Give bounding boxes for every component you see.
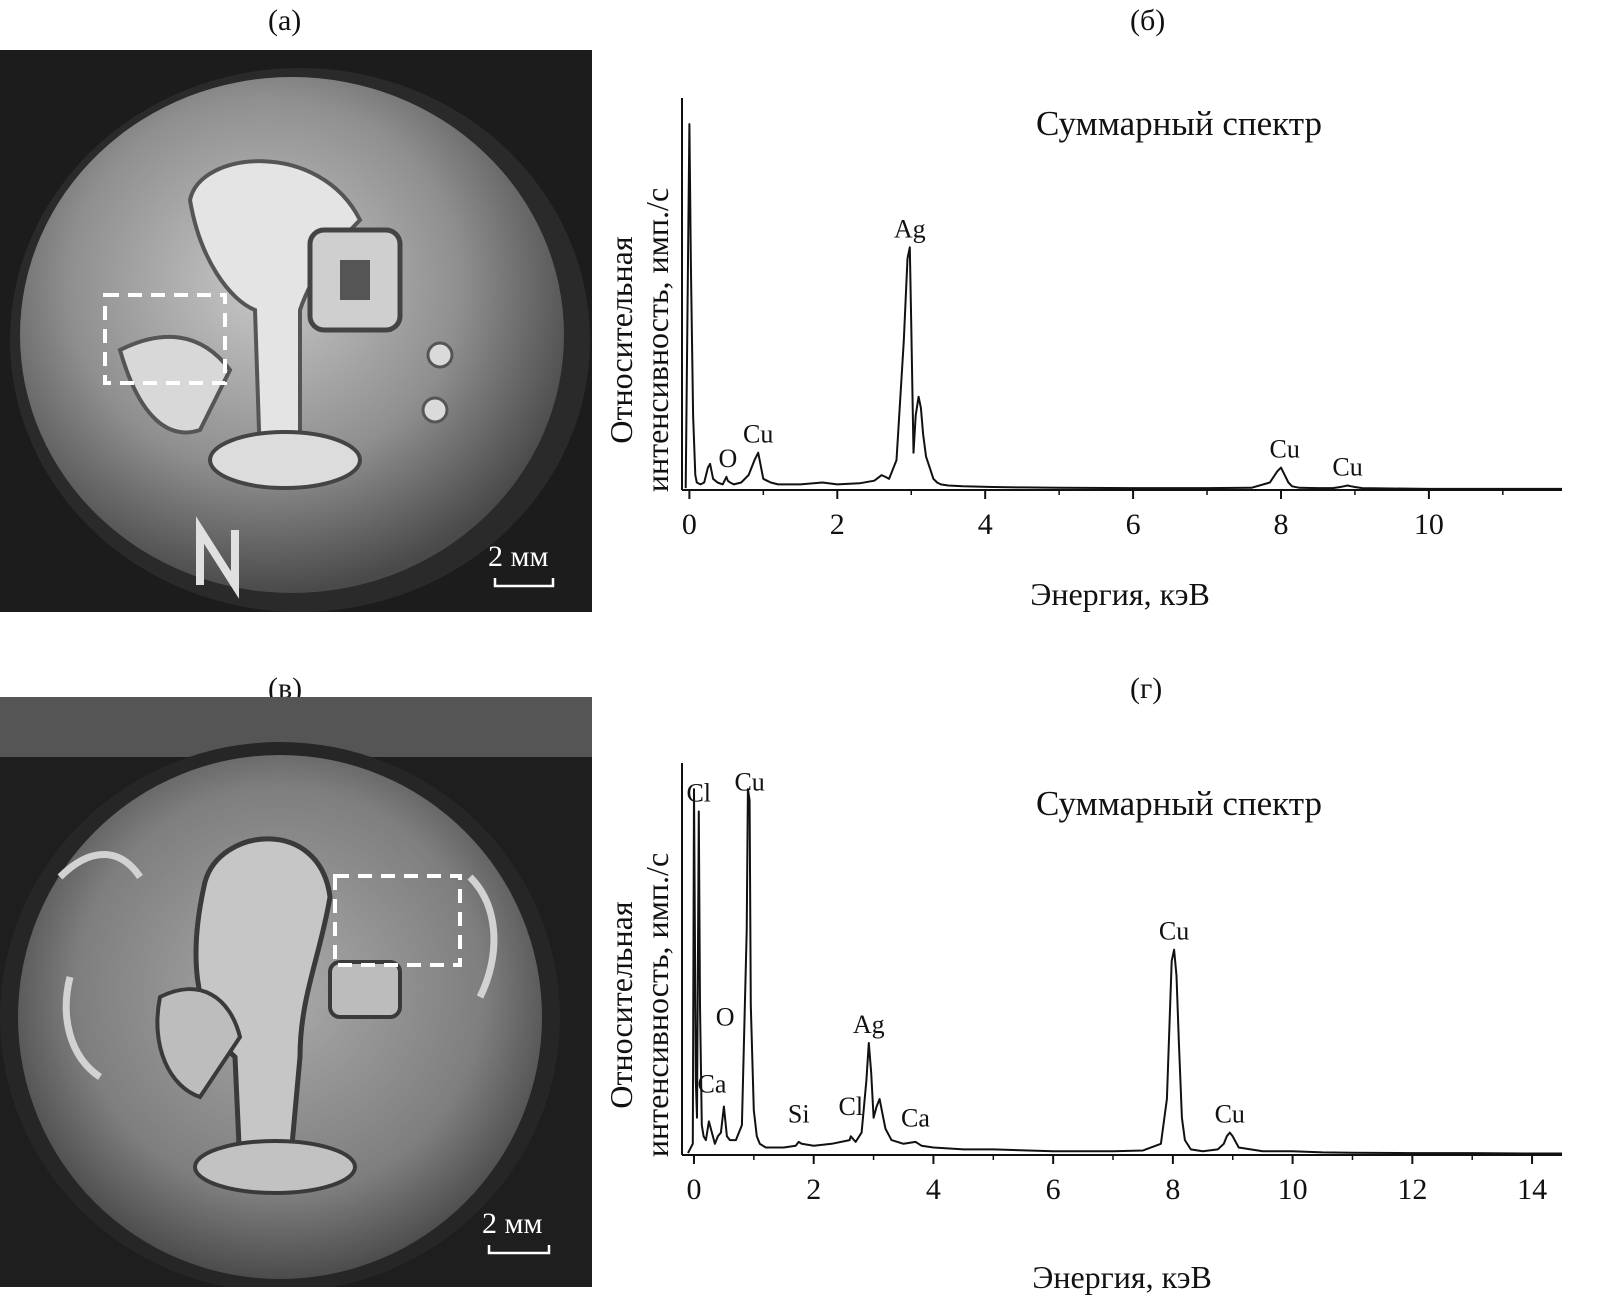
x-tick-label: 8 (1165, 1173, 1180, 1206)
y-axis-title-line2: интенсивность, имп./с (639, 853, 675, 1157)
peak-label: Ca (901, 1103, 930, 1132)
x-tick-label: 2 (830, 508, 845, 541)
x-tick-label: 6 (1046, 1173, 1061, 1206)
x-tick-label: 6 (1126, 508, 1141, 541)
eds-spectrum-chart-b: Суммарный спектр Относительная интенсивн… (603, 98, 1562, 612)
peak-label: Ca (697, 1070, 726, 1099)
x-tick-label: 8 (1273, 508, 1288, 541)
peak-label: Ag (853, 1010, 885, 1039)
peak-label: Cl (839, 1092, 864, 1121)
peak-label: Cu (1159, 917, 1189, 946)
peak-label: Cu (1270, 435, 1300, 464)
x-axis-title: Энергия, кэВ (1030, 576, 1210, 612)
peak-label: Cu (743, 420, 773, 449)
panel-label-b: (б) (1130, 4, 1166, 37)
peak-label: Si (788, 1100, 810, 1129)
x-tick-label: 4 (926, 1173, 941, 1206)
x-tick-label: 10 (1414, 508, 1444, 541)
chart-title: Суммарный спектр (1036, 784, 1322, 823)
y-axis-title-line1: Относительная (603, 236, 639, 443)
x-tick-label: 10 (1278, 1173, 1308, 1206)
coin-photo-obverse: 2 мм (0, 50, 592, 612)
chart-title: Суммарный спектр (1036, 104, 1322, 143)
peak-label: Cu (1215, 1100, 1245, 1129)
peak-label: O (716, 1003, 735, 1032)
panel-label-a: (а) (268, 4, 302, 37)
peak-label: O (718, 444, 737, 473)
coin-photo-reverse: 2 мм (0, 697, 592, 1287)
scale-bar (493, 578, 555, 588)
x-axis-title: Энергия, кэВ (1032, 1259, 1212, 1295)
y-axis-title-line2: интенсивность, имп./с (639, 188, 675, 492)
scale-bar (487, 1245, 551, 1255)
peak-label: Cl (686, 779, 711, 808)
x-tick-label: 12 (1397, 1173, 1427, 1206)
x-tick-label: 0 (686, 1173, 701, 1206)
peak-label: Cu (734, 767, 764, 796)
peak-label: Cu (1332, 453, 1362, 482)
panel-label-d: (г) (1130, 672, 1163, 705)
x-tick-label: 2 (806, 1173, 821, 1206)
y-axis-title-line1: Относительная (603, 901, 639, 1108)
scale-bar-label: 2 мм (488, 540, 548, 573)
analysis-region-marker (103, 293, 227, 385)
x-tick-label: 14 (1517, 1173, 1547, 1206)
x-tick-label: 0 (682, 508, 697, 541)
eds-spectrum-chart-d: Суммарный спектр Относительная интенсивн… (603, 763, 1562, 1295)
spectrum-line (687, 788, 1562, 1155)
spectrum-line (684, 123, 1562, 490)
x-tick-label: 4 (978, 508, 993, 541)
peak-label: Ag (894, 214, 926, 243)
scale-bar-label: 2 мм (482, 1207, 542, 1240)
analysis-region-marker (333, 874, 462, 967)
